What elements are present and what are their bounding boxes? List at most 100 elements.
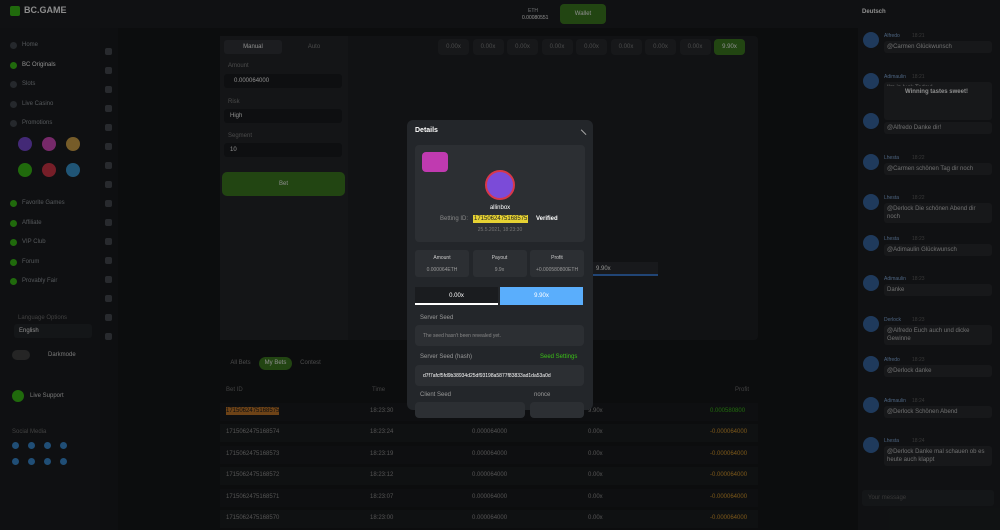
- logo-icon: [10, 6, 20, 16]
- rail-icon: [105, 181, 112, 188]
- chat-name: Lhesta: [884, 195, 900, 201]
- nav-item[interactable]: Promotions: [22, 120, 53, 126]
- avatar: [863, 315, 879, 332]
- social-icon[interactable]: [60, 442, 67, 449]
- bet-cell[interactable]: 1715062475168570: [226, 515, 280, 521]
- rail-icon: [105, 219, 112, 226]
- chat-time: 18:23: [912, 316, 925, 323]
- client-seed-box: [415, 402, 525, 418]
- chat-name: Adimaulin: [884, 73, 906, 80]
- rail-icon: [105, 200, 112, 207]
- bet-cell[interactable]: 1715062475168575: [226, 407, 280, 415]
- nav-item[interactable]: Live Casino: [22, 100, 54, 107]
- multiplier: 0.00x: [576, 39, 607, 55]
- stat-value: 9.9x: [494, 267, 505, 273]
- mode-tab[interactable]: Manual: [224, 40, 282, 54]
- bet-cell[interactable]: 1715062475168571: [226, 493, 280, 500]
- bet-cell[interactable]: 1715062475168573: [226, 450, 280, 457]
- bet-row: [220, 488, 758, 507]
- bet-cell: 0.000064000: [472, 515, 508, 521]
- avatar: [863, 275, 879, 291]
- seed-settings[interactable]: Seed Settings: [540, 354, 578, 360]
- bet-cell: 0.00x: [588, 515, 603, 521]
- bet-button[interactable]: Bet: [222, 172, 345, 196]
- amount-label: Amount: [228, 63, 249, 69]
- segment-select[interactable]: 10: [224, 143, 342, 157]
- bet-cell: -0.000064000: [710, 493, 748, 500]
- bet-cell[interactable]: 1715062475168574: [226, 429, 280, 436]
- nonce-box: [530, 402, 584, 418]
- bet-cell[interactable]: 1715062475168572: [226, 472, 280, 479]
- social-icon[interactable]: [28, 442, 35, 449]
- bet-cell: 18:23:00: [370, 515, 394, 521]
- toggle-option[interactable]: 9.90x: [500, 287, 583, 305]
- social-icon[interactable]: [60, 458, 67, 465]
- chat-language[interactable]: Deutsch: [862, 9, 886, 15]
- social-icon[interactable]: [44, 458, 51, 465]
- rail-icon: [105, 238, 112, 245]
- id-label: Betting ID:: [440, 216, 469, 222]
- bets-tab[interactable]: My Bets: [259, 357, 292, 370]
- multiplier: 0.00x: [610, 39, 642, 55]
- seed-label: Server Seed: [420, 315, 454, 321]
- chat-text: Danke: [884, 284, 992, 296]
- darkmode-label[interactable]: Darkmode: [48, 352, 76, 358]
- game-icon: [42, 163, 56, 177]
- column-header: Time: [372, 387, 386, 393]
- mode-tab[interactable]: Auto: [307, 44, 321, 50]
- bets-tab[interactable]: Contest: [300, 360, 321, 366]
- bet-cell: -0.000064000: [710, 429, 748, 436]
- language-select[interactable]: English: [14, 324, 92, 338]
- nav-item[interactable]: Home: [22, 42, 39, 48]
- social-icon[interactable]: [12, 442, 19, 449]
- chat-input[interactable]: Your message: [862, 490, 994, 506]
- rail-icon: [105, 143, 112, 150]
- chat-text: @Alfredo Danke dir!: [884, 122, 992, 134]
- stat-label: Payout: [491, 255, 508, 261]
- chat-time: 18:22: [912, 154, 925, 161]
- nav-item[interactable]: Forum: [22, 258, 40, 265]
- win-card: [884, 86, 992, 120]
- avatar: [863, 72, 879, 89]
- bet-cell: 18:23:24: [370, 429, 394, 436]
- bet-row: [220, 467, 758, 486]
- stat-value: 0.000064ETH: [426, 267, 458, 273]
- nav-icon: [10, 42, 17, 49]
- chat-text: @Derlock danke: [884, 365, 992, 377]
- chat-time: 18:24: [912, 438, 925, 444]
- bet-cell: -0.000064000: [710, 515, 748, 521]
- game-icon: [42, 137, 56, 151]
- avatar: [863, 356, 879, 372]
- social-icon[interactable]: [28, 458, 35, 465]
- chat-name: Alfredo: [884, 33, 900, 39]
- bet-cell: 0.00x: [588, 493, 603, 500]
- stat-label: Profit: [551, 255, 563, 261]
- chat-name: Alfredo: [884, 357, 900, 363]
- bets-tab[interactable]: All Bets: [230, 360, 251, 366]
- balance: 0.00080551: [522, 15, 549, 21]
- bet-row: [220, 510, 758, 528]
- nav-item[interactable]: BC Originals: [22, 61, 56, 68]
- rail-icon: [105, 162, 112, 169]
- nav-item[interactable]: Slots: [22, 81, 36, 87]
- social-icon[interactable]: [44, 442, 51, 449]
- nav-item[interactable]: Affiliate: [22, 219, 42, 226]
- support-icon: [12, 390, 24, 402]
- chat-time: 18:23: [912, 235, 925, 242]
- avatar: [863, 194, 879, 210]
- toggle-option[interactable]: 0.00x: [415, 287, 498, 305]
- wallet-button[interactable]: Wallet: [560, 4, 606, 24]
- amount-input[interactable]: 0.000064000: [224, 74, 342, 88]
- hash-label: Server Seed (hash): [420, 354, 473, 360]
- nav-item[interactable]: VIP Club: [22, 239, 46, 245]
- nav-item[interactable]: Favorite Games: [22, 200, 65, 206]
- multiplier: 0.00x: [541, 39, 573, 55]
- nonce-label: nonce: [534, 392, 551, 398]
- multiplier: 0.00x: [645, 39, 676, 55]
- chat-text: @Derlock Die schönen Abend dir noch: [884, 203, 992, 223]
- win-badge: [422, 152, 448, 172]
- risk-select[interactable]: High: [224, 109, 342, 123]
- social-icon[interactable]: [12, 458, 19, 465]
- nav-item[interactable]: Provably Fair: [22, 278, 58, 284]
- live-support[interactable]: Live Support: [30, 393, 64, 399]
